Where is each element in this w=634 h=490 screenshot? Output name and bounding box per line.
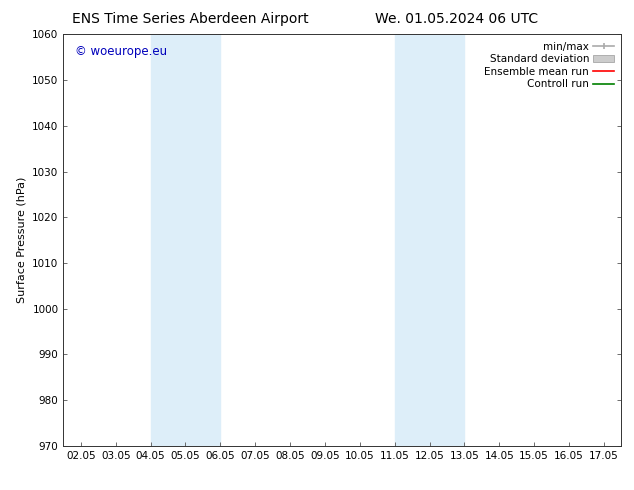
Text: We. 01.05.2024 06 UTC: We. 01.05.2024 06 UTC <box>375 12 538 26</box>
Text: ENS Time Series Aberdeen Airport: ENS Time Series Aberdeen Airport <box>72 12 309 26</box>
Bar <box>394 34 464 446</box>
Y-axis label: Surface Pressure (hPa): Surface Pressure (hPa) <box>16 177 27 303</box>
Bar <box>150 34 221 446</box>
Legend: min/max, Standard deviation, Ensemble mean run, Controll run: min/max, Standard deviation, Ensemble me… <box>482 40 616 92</box>
Text: © woeurope.eu: © woeurope.eu <box>75 45 167 58</box>
